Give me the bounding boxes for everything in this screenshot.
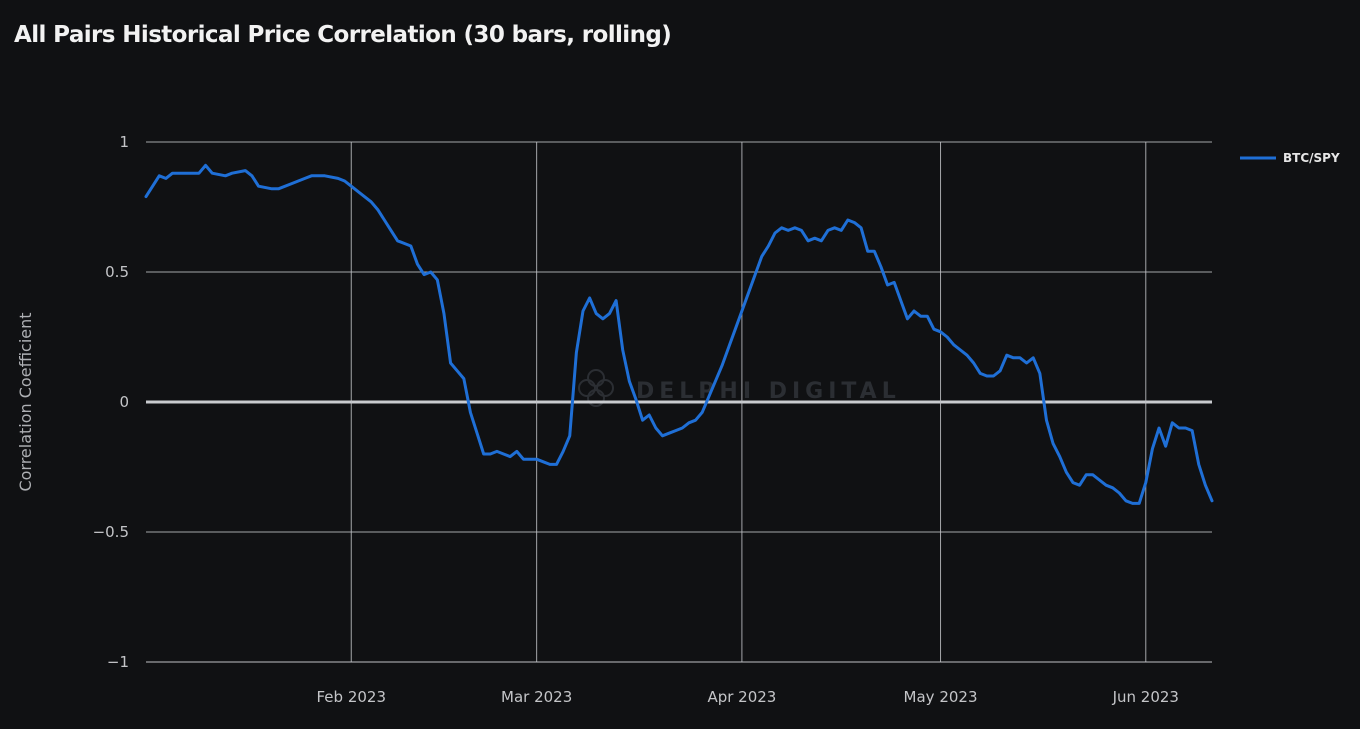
x-tick-label: Apr 2023 <box>707 688 776 706</box>
x-tick-label: Jun 2023 <box>1112 688 1179 706</box>
y-axis-title: Correlation Coefficient <box>16 312 35 491</box>
legend-label[interactable]: BTC/SPY <box>1283 151 1340 165</box>
y-tick-label: 1 <box>119 133 129 151</box>
x-tick-label: Mar 2023 <box>501 688 572 706</box>
grid <box>146 141 1212 663</box>
watermark: DELPHI DIGITAL <box>578 369 901 407</box>
y-tick-label: 0.5 <box>105 263 129 281</box>
watermark-logo-icon <box>578 369 614 407</box>
y-tick-label: −1 <box>107 653 129 671</box>
chart-title: All Pairs Historical Price Correlation (… <box>14 22 672 48</box>
legend[interactable]: BTC/SPY <box>1240 151 1340 165</box>
axes: 1 0.5 0 −0.5 −1 Feb 2023 Mar 2023 Apr 2023 May 2… <box>16 133 1212 706</box>
series-line-btc-spy <box>144 163 1214 505</box>
y-tick-label: −0.5 <box>93 523 129 541</box>
y-tick-label: 0 <box>119 393 129 411</box>
x-tick-label: Feb 2023 <box>317 688 387 706</box>
x-tick-label: May 2023 <box>904 688 978 706</box>
watermark-text: DELPHI DIGITAL <box>636 379 901 404</box>
series-layer <box>144 163 1214 505</box>
